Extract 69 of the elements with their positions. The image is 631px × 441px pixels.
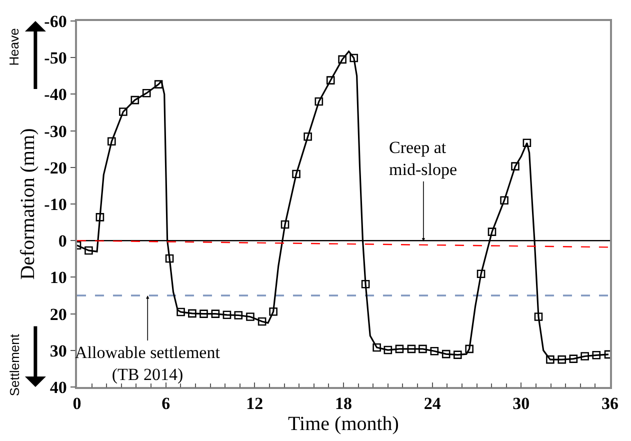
- text: Settlement: [7, 334, 22, 396]
- x-tick-label: 6: [162, 394, 170, 414]
- y-tick-label: -60: [44, 12, 67, 31]
- point: [84, 246, 93, 255]
- point: [430, 346, 439, 356]
- point: [130, 96, 140, 104]
- x-tick-label: 30: [512, 394, 530, 414]
- point: [142, 88, 151, 98]
- text: Heave: [6, 28, 22, 66]
- point: [488, 228, 496, 236]
- point: [165, 254, 174, 263]
- x-tick-label: 0: [72, 394, 82, 414]
- x-tick-label: 12: [246, 394, 264, 414]
- point: [258, 317, 266, 326]
- point: [234, 311, 243, 320]
- point: [454, 350, 462, 359]
- point: [465, 344, 474, 354]
- point: [107, 137, 116, 146]
- point: [304, 132, 312, 141]
- point: [280, 220, 290, 229]
- x-axis-title: Time (month): [288, 413, 399, 436]
- point: [569, 354, 578, 363]
- point: [592, 351, 601, 360]
- point: [534, 312, 543, 321]
- point: [119, 108, 128, 116]
- point: [558, 355, 566, 364]
- point: [500, 196, 508, 204]
- point: [361, 280, 370, 288]
- point: [188, 309, 196, 318]
- y-tick-label: 30: [50, 341, 67, 360]
- x-tick-label: 18: [335, 394, 352, 414]
- point: [407, 344, 416, 354]
- y-tick-label: 0: [58, 232, 67, 251]
- point: [546, 355, 554, 364]
- point: [372, 343, 381, 352]
- point: [292, 170, 300, 178]
- y-tick-label: 20: [50, 304, 67, 324]
- y-axis-title: Deformation (mm): [17, 128, 40, 280]
- point: [395, 344, 404, 354]
- point: [442, 350, 450, 358]
- point: [314, 97, 324, 106]
- point: [350, 54, 358, 62]
- x-tick-label: 24: [424, 394, 442, 414]
- y-tick-label: 10: [50, 268, 67, 288]
- point: [338, 55, 346, 64]
- point: [476, 270, 486, 278]
- point: [384, 346, 392, 354]
- point: [326, 76, 335, 84]
- point: [211, 310, 220, 318]
- point: [522, 138, 532, 148]
- y-tick-label: -20: [44, 158, 67, 178]
- point: [418, 344, 427, 354]
- y-tick-label: -30: [44, 122, 67, 141]
- point: [200, 310, 208, 318]
- point: [511, 162, 520, 170]
- y-tick-label: 40: [50, 378, 67, 397]
- point: [154, 80, 163, 88]
- point: [269, 307, 278, 316]
- point: [580, 352, 589, 360]
- y-tick-label: -10: [44, 194, 67, 214]
- annotation: Allowable settlement (TB 2014): [75, 343, 220, 384]
- annotation: Creep at mid-slope: [389, 138, 457, 180]
- y-tick-label: -40: [44, 85, 67, 104]
- point: [176, 308, 185, 316]
- point: [96, 213, 104, 222]
- point: [246, 312, 254, 321]
- x-tick-label: 36: [602, 394, 618, 414]
- point: [222, 310, 232, 320]
- y-tick-label: -50: [44, 48, 67, 68]
